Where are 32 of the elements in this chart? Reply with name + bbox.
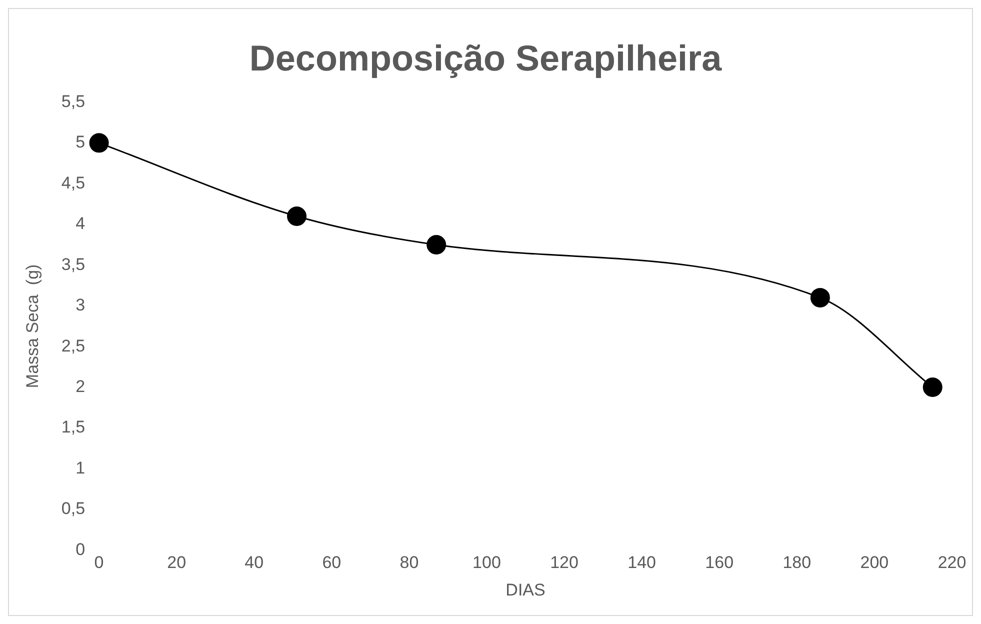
y-tick-label: 2: [76, 376, 86, 396]
y-tick-label: 5,5: [61, 92, 86, 111]
y-tick-label: 4: [76, 214, 86, 234]
x-tick-label: 100: [472, 553, 501, 572]
x-tick-label: 80: [400, 553, 419, 572]
x-tick-label: 160: [705, 553, 734, 572]
point: [426, 234, 446, 254]
y-tick-label: 3: [76, 296, 86, 315]
x-tick-label: 0: [94, 553, 104, 572]
x-tick-label: 120: [550, 553, 578, 572]
y-tick-label: 1: [76, 458, 86, 478]
point: [922, 378, 942, 398]
y-tick-label: 2,5: [61, 336, 86, 356]
x-axis-title: DIAS: [506, 580, 546, 600]
point: [287, 206, 307, 226]
y-tick-label: 1,5: [61, 418, 86, 437]
x-tick-label: 20: [167, 553, 186, 572]
y-tick-label: 0,5: [61, 499, 86, 518]
y-tick-label: 5: [76, 132, 86, 152]
chart-title: Decomposição Serapilheira: [249, 38, 723, 79]
y-tick-label: 0: [76, 540, 86, 559]
y-tick-label: 4,5: [61, 173, 86, 192]
y-axis-title: Massa Seca (g): [22, 264, 42, 388]
x-tick-label: 60: [322, 553, 342, 572]
x-tick-label: 200: [860, 553, 889, 572]
x-tick-label: 180: [782, 553, 812, 572]
point: [89, 133, 109, 153]
x-tick-label: 40: [244, 553, 264, 572]
x-tick-label: 140: [628, 553, 656, 572]
y-tick-label: 3,5: [61, 254, 86, 274]
x-tick-label: 220: [938, 553, 966, 572]
point: [810, 288, 830, 308]
